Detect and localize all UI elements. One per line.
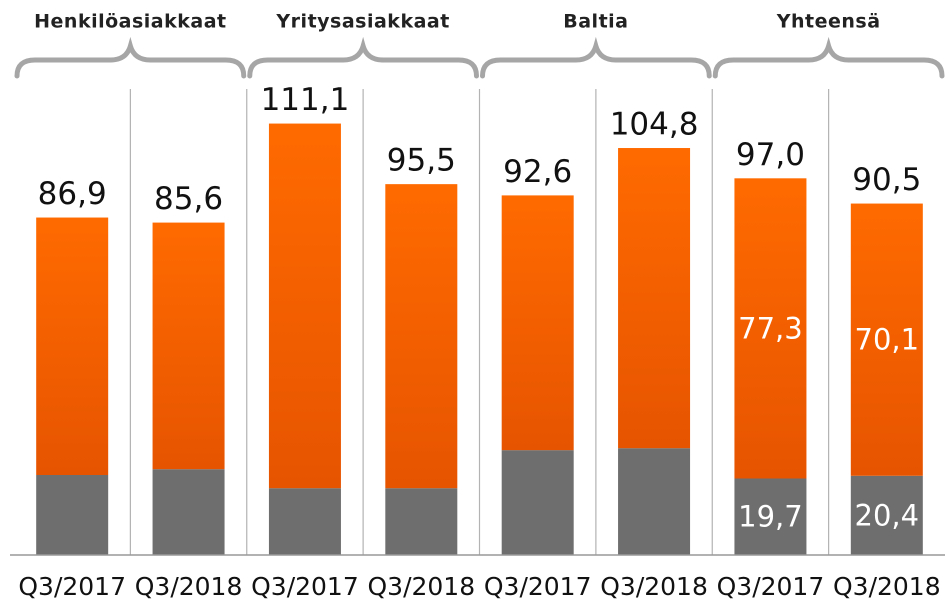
- total-label: 104,8: [610, 107, 699, 143]
- bar-segment: [36, 217, 109, 476]
- segment-label: 77,3: [738, 311, 803, 345]
- group-brace: [247, 36, 479, 79]
- total-label: 90,5: [852, 162, 921, 198]
- x-tick-label: Q3/2017: [251, 572, 359, 601]
- x-tick-label: Q3/2018: [367, 572, 475, 601]
- bar-segment: [734, 178, 807, 479]
- total-label: 95,5: [387, 143, 456, 179]
- group-label: Baltia: [563, 11, 628, 33]
- group-label: Yhteensä: [776, 11, 881, 33]
- bar-segment: [501, 450, 574, 555]
- total-label: 111,1: [261, 82, 350, 118]
- total-label: 92,6: [503, 154, 572, 190]
- group-brace: [480, 36, 712, 79]
- x-tick-label: Q3/2018: [600, 572, 708, 601]
- bar-segment: [268, 488, 341, 555]
- bar-segment: [152, 469, 225, 555]
- bar-segment: [734, 478, 807, 555]
- group-label: Yritysasiakkaat: [275, 11, 449, 33]
- segment-label: 20,4: [855, 498, 920, 532]
- bar-segment: [501, 195, 574, 451]
- bar-segment: [850, 203, 923, 476]
- bar-segment: [618, 148, 691, 449]
- segment-label: 19,7: [738, 500, 803, 534]
- total-label: 97,0: [736, 137, 805, 173]
- x-tick-label: Q3/2018: [833, 572, 941, 601]
- x-tick-label: Q3/2017: [484, 572, 592, 601]
- total-label: 86,9: [38, 176, 107, 212]
- x-tick-label: Q3/2017: [18, 572, 126, 601]
- bar-segment: [268, 123, 341, 489]
- group-brace: [712, 36, 945, 79]
- bar-segment: [152, 222, 225, 470]
- total-label: 85,6: [154, 181, 223, 217]
- segment-label: 70,1: [855, 323, 920, 357]
- bar-segment: [385, 488, 458, 555]
- bar-segment: [850, 475, 923, 555]
- bar-segment: [36, 475, 109, 555]
- group-brace: [14, 36, 247, 79]
- group-label: Henkilöasiakkaat: [34, 11, 227, 33]
- bar-segment: [385, 184, 458, 489]
- x-tick-label: Q3/2018: [135, 572, 243, 601]
- x-tick-label: Q3/2017: [717, 572, 825, 601]
- bar-segment: [618, 448, 691, 555]
